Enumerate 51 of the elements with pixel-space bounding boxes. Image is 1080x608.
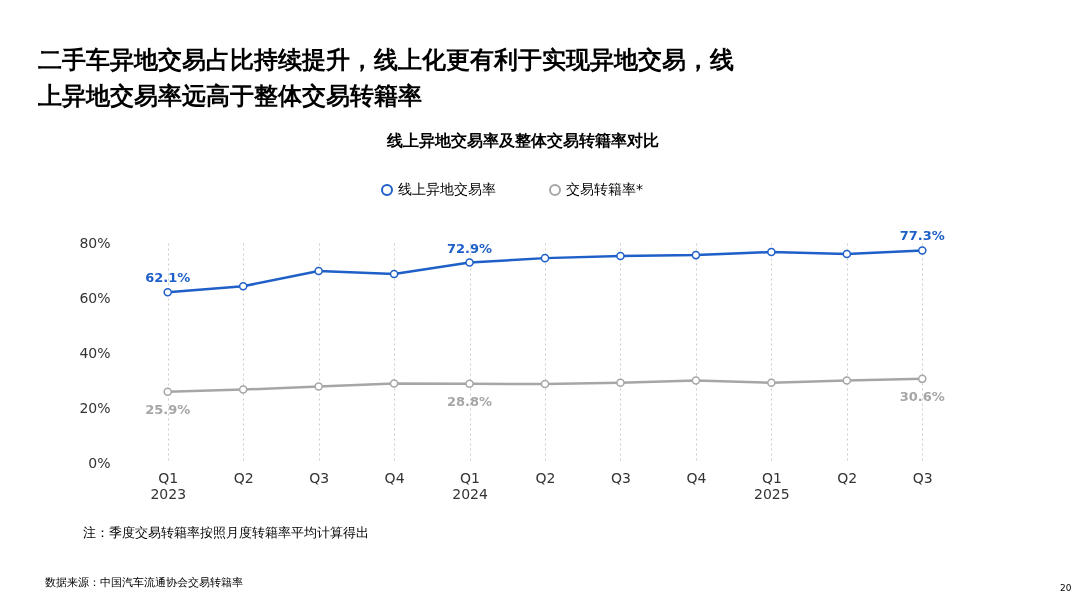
point — [314, 266, 323, 276]
source-note: 数据来源：中国汽车流通协会交易转籍率 — [45, 576, 243, 589]
x-tick-label: Q4 — [686, 469, 707, 486]
point — [616, 378, 625, 387]
legend-label: 交易转籍率* — [566, 181, 643, 197]
chart-subtitle: 线上异地交易率及整体交易转籍率对比 — [386, 131, 659, 150]
data-label: 72.9% — [446, 240, 493, 256]
point — [691, 376, 701, 385]
x-tick-label: Q2 — [837, 469, 858, 486]
point — [616, 251, 625, 261]
text: 注：季度交易转籍率按照月度转籍率平均计算得出 — [83, 525, 369, 540]
x-tick-label: Q3 — [309, 469, 330, 486]
point — [163, 387, 173, 397]
point — [540, 379, 550, 389]
chart-title: 二手车异地交易占比持续提升，线上化更有利于实现异地交易，线上异地交易率远高于整体交易转籍率 — [37, 46, 734, 110]
point — [314, 382, 323, 391]
point — [767, 378, 776, 387]
point — [842, 249, 852, 259]
data-label: 25.9% — [145, 401, 191, 417]
point — [465, 379, 474, 389]
data-label: 62.1% — [145, 270, 191, 286]
legend-label: 线上异地交易率 — [398, 181, 496, 197]
x-tick-label: Q1 2025 — [754, 469, 790, 502]
point — [238, 281, 248, 291]
x-tick-label: Q2 — [233, 469, 254, 486]
y-tick-label: 20% — [79, 399, 111, 416]
point — [842, 376, 852, 385]
y-tick-label: 0% — [88, 454, 111, 471]
x-tick-label: Q2 — [535, 469, 556, 486]
data-label: 28.8% — [446, 393, 493, 409]
y-tick-label: 60% — [79, 289, 111, 306]
text: 20 — [1060, 583, 1072, 593]
x-tick-label: Q3 — [912, 469, 933, 486]
point — [389, 379, 399, 388]
point — [767, 247, 776, 257]
point — [917, 246, 927, 255]
y-tick-label: 80% — [79, 234, 111, 251]
point — [465, 258, 474, 267]
point — [917, 374, 927, 384]
x-tick-label: Q1 2023 — [150, 469, 187, 502]
x-tick-label: Q3 — [610, 469, 631, 486]
point — [389, 269, 399, 279]
data-label: 30.6% — [899, 388, 945, 404]
point — [540, 253, 550, 263]
data-label: 77.3% — [899, 228, 945, 244]
x-tick-label: Q1 2024 — [452, 469, 488, 502]
point — [163, 287, 173, 297]
x-tick-label: Q4 — [384, 469, 405, 486]
point — [691, 250, 701, 260]
y-tick-label: 40% — [79, 344, 111, 361]
point — [238, 385, 248, 394]
